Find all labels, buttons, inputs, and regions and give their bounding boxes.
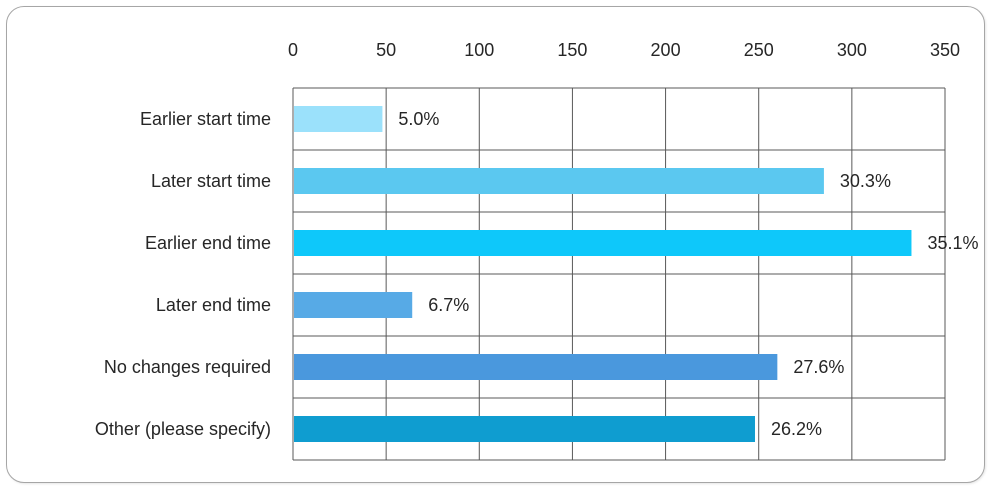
category-label: No changes required: [104, 357, 271, 377]
category-label: Later start time: [151, 171, 271, 191]
x-tick-label: 150: [557, 40, 587, 60]
data-label: 5.0%: [398, 109, 439, 129]
x-tick-label: 100: [464, 40, 494, 60]
data-label: 26.2%: [771, 419, 822, 439]
category-label: Earlier end time: [145, 233, 271, 253]
data-label: 6.7%: [428, 295, 469, 315]
x-tick-label: 300: [837, 40, 867, 60]
bar[interactable]: [294, 106, 383, 132]
data-label: 27.6%: [793, 357, 844, 377]
x-tick-label: 0: [288, 40, 298, 60]
data-label: 35.1%: [927, 233, 978, 253]
x-tick-label: 350: [930, 40, 960, 60]
category-label: Other (please specify): [95, 419, 271, 439]
bar[interactable]: [294, 354, 778, 380]
bar[interactable]: [294, 168, 824, 194]
bar[interactable]: [294, 230, 912, 256]
category-label: Later end time: [156, 295, 271, 315]
x-tick-label: 50: [376, 40, 396, 60]
category-label: Earlier start time: [140, 109, 271, 129]
x-tick-label: 250: [744, 40, 774, 60]
bar[interactable]: [294, 416, 755, 442]
x-tick-label: 200: [651, 40, 681, 60]
bar[interactable]: [294, 292, 413, 318]
data-label: 30.3%: [840, 171, 891, 191]
